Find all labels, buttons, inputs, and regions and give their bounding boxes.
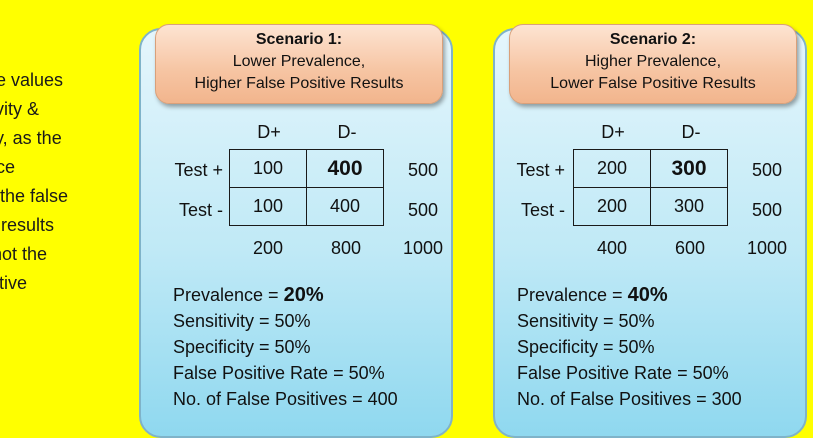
prevalence-line: Prevalence = 40% xyxy=(517,282,742,308)
side-text-line: sitive xyxy=(0,273,28,293)
prevalence-value: 20% xyxy=(283,284,324,306)
prevalence-value: 40% xyxy=(627,284,668,306)
table-cell: 100 xyxy=(229,187,307,226)
grand-total: 1000 xyxy=(402,238,444,258)
prevalence-label: Prevalence = xyxy=(173,285,284,305)
stats-block: Prevalence = 20% Sensitivity = 50% Speci… xyxy=(173,282,398,412)
side-text-line: ity, as the xyxy=(0,128,62,148)
col-head-d-plus: D+ xyxy=(257,122,281,142)
false-positives-count-line: No. of False Positives = 300 xyxy=(517,389,742,409)
scenario-2-panel: Scenario 2: Higher Prevalence, Lower Fal… xyxy=(493,24,807,438)
contingency-table: 100 400 100 400 xyxy=(229,149,384,226)
stats-block: Prevalence = 40% Sensitivity = 50% Speci… xyxy=(517,282,742,412)
false-positive-rate-line: False Positive Rate = 50% xyxy=(517,363,729,383)
scenario-subtitle: Lower False Positive Results xyxy=(550,75,756,92)
row-label-test-plus: Test + xyxy=(516,160,565,180)
table-row: 100 400 xyxy=(229,187,384,226)
row-label-test-minus: Test - xyxy=(178,200,223,220)
col-head-d-minus: D- xyxy=(681,122,701,142)
table-row: 200 300 xyxy=(573,187,728,226)
specificity-line: Specificity = 50% xyxy=(517,337,655,357)
row-total: 500 xyxy=(751,160,783,180)
sensitivity-line: Sensitivity = 50% xyxy=(517,311,655,331)
grand-total: 1000 xyxy=(746,238,788,258)
scenario-1-header: Scenario 1: Lower Prevalence, Higher Fal… xyxy=(155,24,443,104)
row-total: 500 xyxy=(407,200,439,220)
row-label-test-minus: Test - xyxy=(520,200,565,220)
side-text-line: s the false xyxy=(0,186,69,206)
scenario-2-header: Scenario 2: Higher Prevalence, Lower Fal… xyxy=(509,24,797,104)
contingency-table: 200 300 200 300 xyxy=(573,149,728,226)
false-positive-rate-line: False Positive Rate = 50% xyxy=(173,363,385,383)
row-label-test-plus: Test + xyxy=(174,160,223,180)
scenario-title: Scenario 2: xyxy=(609,31,697,48)
table-row: 200 300 xyxy=(573,149,728,188)
scenario-1-panel: Scenario 1: Lower Prevalence, Higher Fal… xyxy=(139,24,453,438)
table-cell: 200 xyxy=(573,187,651,226)
scenario-subtitle: Higher False Positive Results xyxy=(194,75,404,92)
table-cell: 300 xyxy=(650,187,728,226)
table-cell: 300 xyxy=(650,149,728,188)
side-text-line: tivity & xyxy=(0,99,40,119)
side-text-line: e results xyxy=(0,215,55,235)
col-head-d-minus: D- xyxy=(337,122,357,142)
col-total: 600 xyxy=(674,238,706,258)
table-cell: 400 xyxy=(306,149,384,188)
false-positives-count-line: No. of False Positives = 400 xyxy=(173,389,398,409)
col-head-d-plus: D+ xyxy=(601,122,625,142)
prevalence-line: Prevalence = 20% xyxy=(173,282,398,308)
side-text-line: he values xyxy=(0,70,64,90)
table-row: 100 400 xyxy=(229,149,384,188)
table-cell: 100 xyxy=(229,149,307,188)
scenario-subtitle: Higher Prevalence, xyxy=(584,53,722,70)
side-text-line: nce xyxy=(0,157,16,177)
specificity-line: Specificity = 50% xyxy=(173,337,311,357)
col-total: 200 xyxy=(252,238,284,258)
scenario-title: Scenario 1: xyxy=(255,31,343,48)
table-cell: 200 xyxy=(573,149,651,188)
side-text-block: he values tivity & ity, as the nce s the… xyxy=(0,66,136,298)
prevalence-label: Prevalence = xyxy=(517,285,628,305)
side-text-line: (not the xyxy=(0,244,48,264)
sensitivity-line: Sensitivity = 50% xyxy=(173,311,311,331)
col-total: 800 xyxy=(330,238,362,258)
row-total: 500 xyxy=(407,160,439,180)
table-cell: 400 xyxy=(306,187,384,226)
col-total: 400 xyxy=(596,238,628,258)
scenario-subtitle: Lower Prevalence, xyxy=(232,53,366,70)
row-total: 500 xyxy=(751,200,783,220)
